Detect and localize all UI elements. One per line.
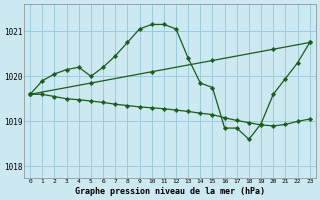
X-axis label: Graphe pression niveau de la mer (hPa): Graphe pression niveau de la mer (hPa)	[75, 187, 265, 196]
